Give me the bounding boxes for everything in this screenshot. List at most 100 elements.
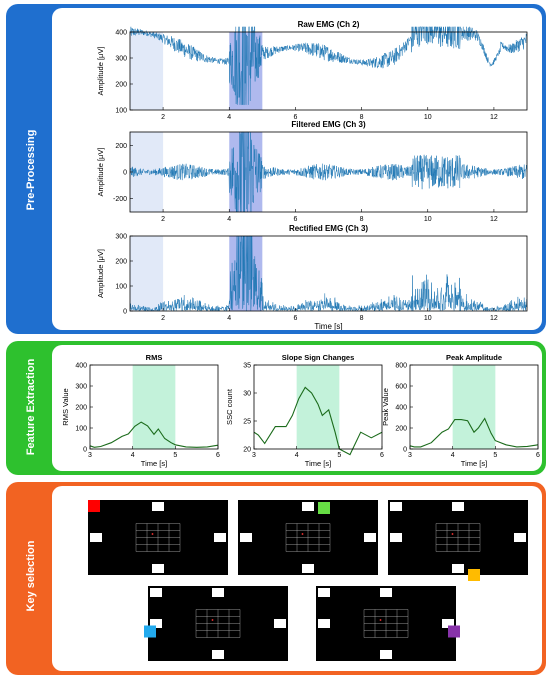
down-box	[380, 650, 392, 659]
y-tick-label: -200	[113, 196, 127, 203]
feature-chart-3: Peak Amplitude 3 4 5 6 0 200 400 600 800 Peak Valu…	[381, 353, 540, 468]
y-tick-label: 25	[243, 419, 251, 426]
chart-title: Rectified EMG (Ch 3)	[289, 224, 368, 233]
highlight-region	[130, 132, 164, 212]
emg-chart-1: Raw EMG (Ch 2) 2 4 6 8 10 12 100 200 300 400 Amplit…	[96, 20, 528, 121]
chart-title: Filtered EMG (Ch 3)	[291, 120, 366, 129]
feature-chart-2: Slope Sign Changes 3 4 5 6 20 25 30 35 SSC count T…	[225, 353, 384, 468]
right-box	[274, 619, 286, 628]
x-tick-label: 4	[227, 114, 231, 121]
preprocessing-label: Pre-Processing	[25, 129, 37, 211]
down-box	[212, 650, 224, 659]
x-tick-label: 8	[360, 114, 364, 121]
y-tick-label: 200	[115, 82, 127, 89]
preprocessing-content: Raw EMG (Ch 2) 2 4 6 8 10 12 100 200 300 400 Amplit…	[52, 8, 542, 330]
right-box	[514, 533, 526, 542]
up-box	[452, 502, 464, 511]
keyboard-screen-3	[388, 500, 528, 581]
right-box	[364, 533, 376, 542]
x-tick-label: 5	[493, 452, 497, 459]
left-box	[240, 533, 252, 542]
keyboard-screen-4	[144, 586, 288, 661]
x-tick-label: 4	[451, 452, 455, 459]
cursor-mark	[211, 619, 214, 621]
y-tick-label: 200	[395, 426, 407, 433]
up-box	[380, 588, 392, 597]
x-tick-label: 10	[424, 114, 432, 121]
plot-frame	[129, 31, 528, 111]
cursor-mark	[451, 533, 454, 535]
x-tick-label: 2	[161, 114, 165, 121]
y-tick-label: 400	[115, 30, 127, 37]
cursor-mark	[301, 533, 304, 535]
keysel-label: Key selection	[25, 540, 37, 612]
right-box	[442, 619, 454, 628]
x-tick-label: 10	[424, 315, 432, 322]
up-box	[212, 588, 224, 597]
x-tick-label: 5	[173, 452, 177, 459]
y-tick-label: 35	[243, 363, 251, 370]
keyboard-screen-1	[88, 500, 228, 575]
x-tick-label: 12	[490, 315, 498, 322]
highlight-region	[452, 365, 496, 449]
y-tick-label: 100	[115, 108, 127, 115]
x-tick-label: 8	[360, 315, 364, 322]
preprocessing-panel: Pre-Processing Raw EMG (Ch 2) 2 4 6 8 10 12 100…	[6, 4, 546, 334]
plot-frame	[253, 364, 383, 450]
accent-square	[448, 625, 460, 638]
emg-chart-3: Rectified EMG (Ch 3) 2 4 6 8 10 12 0 100 200 300 Am…	[96, 224, 528, 330]
x-tick-label: 4	[227, 315, 231, 322]
select-box	[318, 588, 330, 597]
y-tick-label: 100	[115, 284, 127, 291]
y-tick-label: 800	[395, 363, 407, 370]
y-tick-label: 200	[115, 259, 127, 266]
cursor-mark	[379, 619, 382, 621]
down-box	[452, 564, 464, 573]
y-tick-label: 600	[395, 384, 407, 391]
up-box	[152, 502, 164, 511]
x-tick-label: 4	[227, 216, 231, 223]
highlight-region	[130, 236, 164, 311]
highlight-region	[130, 32, 164, 110]
y-axis-label: Peak Value	[381, 388, 390, 426]
accent-square	[318, 502, 330, 514]
x-tick-label: 12	[490, 114, 498, 121]
y-tick-label: 100	[75, 426, 87, 433]
y-axis-label: RMS Value	[61, 388, 70, 425]
x-tick-label: 6	[293, 114, 297, 121]
right-box	[214, 533, 226, 542]
down-box	[152, 564, 164, 573]
left-box	[150, 619, 162, 628]
x-tick-label: 6	[380, 452, 384, 459]
y-tick-label: 300	[115, 56, 127, 63]
keysel-panel: Key selection	[6, 482, 546, 675]
y-tick-label: 0	[403, 447, 407, 454]
chart-title: Slope Sign Changes	[282, 353, 355, 362]
x-tick-label: 10	[424, 216, 432, 223]
cursor-mark	[151, 533, 154, 535]
chart-title: Raw EMG (Ch 2)	[298, 20, 360, 29]
x-tick-label: 8	[360, 216, 364, 223]
y-axis-label: Amplitude [μV]	[96, 47, 105, 96]
x-tick-label: 2	[161, 216, 165, 223]
x-tick-label: 2	[161, 315, 165, 322]
emg-chart-2: Filtered EMG (Ch 3) 2 4 6 8 10 12 -200 0 200 Ampli…	[96, 120, 528, 223]
highlight-region	[296, 365, 340, 449]
accent-square	[144, 625, 156, 638]
feature-label: Feature Extraction	[25, 358, 37, 456]
select-box	[390, 502, 402, 511]
select-box	[150, 588, 162, 597]
chart-title: Peak Amplitude	[446, 353, 502, 362]
accent-square	[88, 500, 100, 512]
down-box	[302, 564, 314, 573]
x-tick-label: 4	[295, 452, 299, 459]
x-tick-label: 3	[252, 452, 256, 459]
x-tick-label: 6	[216, 452, 220, 459]
left-box	[390, 533, 402, 542]
feature-chart-1: RMS 3 4 5 6 0 100 200 300 400 RMS Value Time [s]	[61, 353, 220, 468]
y-tick-label: 0	[83, 447, 87, 454]
x-tick-label: 3	[88, 452, 92, 459]
y-tick-label: 400	[395, 405, 407, 412]
y-tick-label: 0	[123, 170, 127, 177]
